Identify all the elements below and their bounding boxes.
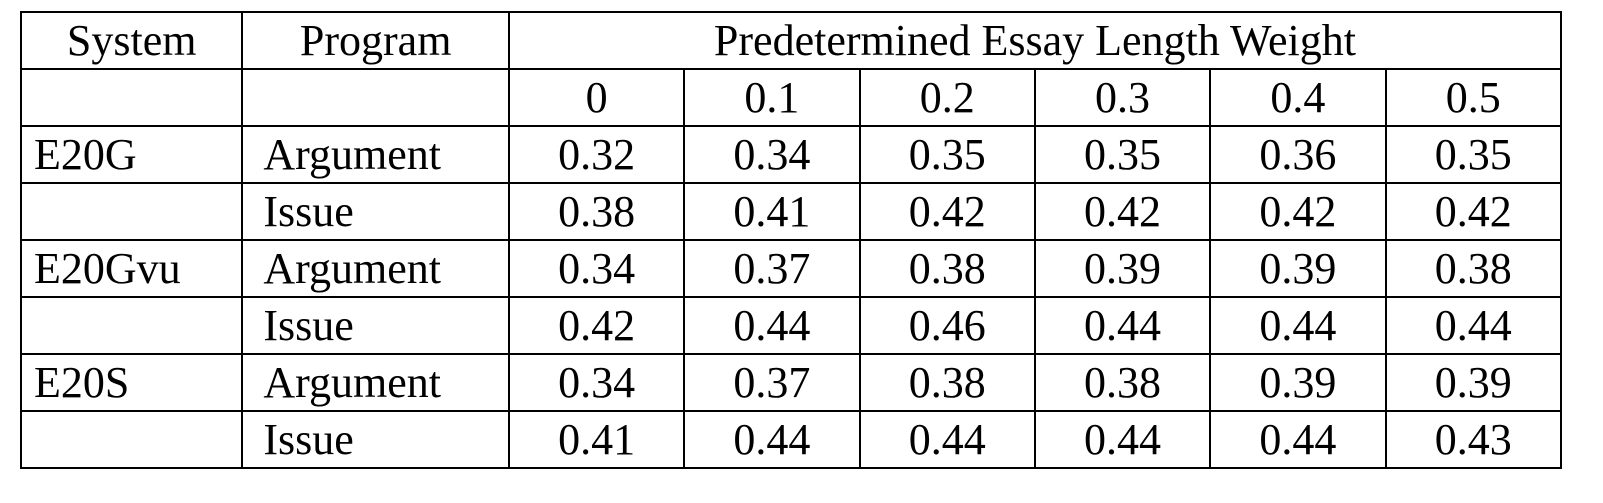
weight-label: 0.1 xyxy=(684,69,859,126)
program-cell: Argument xyxy=(242,126,509,183)
weight-label: 0.4 xyxy=(1210,69,1385,126)
value-cell: 0.35 xyxy=(860,126,1035,183)
value-cell: 0.35 xyxy=(1386,126,1561,183)
table-row: Issue0.380.410.420.420.420.42 xyxy=(21,183,1561,240)
table-row: E20SArgument0.340.370.380.380.390.39 xyxy=(21,354,1561,411)
table-body: E20GArgument0.320.340.350.350.360.35Issu… xyxy=(21,126,1561,468)
program-cell: Argument xyxy=(242,354,509,411)
header-row: System Program Predetermined Essay Lengt… xyxy=(21,12,1561,69)
header-system: System xyxy=(21,12,242,69)
header-program: Program xyxy=(242,12,509,69)
value-cell: 0.37 xyxy=(684,354,859,411)
value-cell: 0.35 xyxy=(1035,126,1210,183)
value-cell: 0.39 xyxy=(1035,240,1210,297)
weight-label: 0.3 xyxy=(1035,69,1210,126)
program-cell: Issue xyxy=(242,411,509,468)
value-cell: 0.39 xyxy=(1210,354,1385,411)
system-cell xyxy=(21,411,242,468)
value-cell: 0.42 xyxy=(1386,183,1561,240)
system-cell: E20Gvu xyxy=(21,240,242,297)
weight-label: 0.5 xyxy=(1386,69,1561,126)
system-cell: E20G xyxy=(21,126,242,183)
value-cell: 0.44 xyxy=(860,411,1035,468)
value-cell: 0.41 xyxy=(684,183,859,240)
program-cell: Issue xyxy=(242,183,509,240)
value-cell: 0.44 xyxy=(1035,297,1210,354)
program-cell: Issue xyxy=(242,297,509,354)
value-cell: 0.38 xyxy=(860,354,1035,411)
value-cell: 0.42 xyxy=(1210,183,1385,240)
value-cell: 0.34 xyxy=(509,354,684,411)
system-cell xyxy=(21,183,242,240)
value-cell: 0.44 xyxy=(1035,411,1210,468)
value-cell: 0.42 xyxy=(509,297,684,354)
value-cell: 0.43 xyxy=(1386,411,1561,468)
value-cell: 0.32 xyxy=(509,126,684,183)
value-cell: 0.46 xyxy=(860,297,1035,354)
value-cell: 0.44 xyxy=(684,411,859,468)
value-cell: 0.36 xyxy=(1210,126,1385,183)
header-program-blank xyxy=(242,69,509,126)
value-cell: 0.34 xyxy=(509,240,684,297)
essay-length-weight-table: System Program Predetermined Essay Lengt… xyxy=(20,11,1562,469)
value-cell: 0.42 xyxy=(1035,183,1210,240)
table-row: E20GvuArgument0.340.370.380.390.390.38 xyxy=(21,240,1561,297)
value-cell: 0.44 xyxy=(1386,297,1561,354)
header-weight-group: Predetermined Essay Length Weight xyxy=(509,12,1561,69)
value-cell: 0.42 xyxy=(860,183,1035,240)
system-cell: E20S xyxy=(21,354,242,411)
value-cell: 0.44 xyxy=(684,297,859,354)
value-cell: 0.38 xyxy=(1386,240,1561,297)
weight-label: 0 xyxy=(509,69,684,126)
value-cell: 0.39 xyxy=(1386,354,1561,411)
weight-label: 0.2 xyxy=(860,69,1035,126)
table-row: Issue0.420.440.460.440.440.44 xyxy=(21,297,1561,354)
value-cell: 0.34 xyxy=(684,126,859,183)
value-cell: 0.39 xyxy=(1210,240,1385,297)
value-cell: 0.38 xyxy=(509,183,684,240)
system-cell xyxy=(21,297,242,354)
weights-row: 0 0.1 0.2 0.3 0.4 0.5 xyxy=(21,69,1561,126)
value-cell: 0.41 xyxy=(509,411,684,468)
value-cell: 0.38 xyxy=(860,240,1035,297)
program-cell: Argument xyxy=(242,240,509,297)
value-cell: 0.38 xyxy=(1035,354,1210,411)
value-cell: 0.37 xyxy=(684,240,859,297)
header-system-blank xyxy=(21,69,242,126)
value-cell: 0.44 xyxy=(1210,297,1385,354)
table-row: E20GArgument0.320.340.350.350.360.35 xyxy=(21,126,1561,183)
value-cell: 0.44 xyxy=(1210,411,1385,468)
table-row: Issue0.410.440.440.440.440.43 xyxy=(21,411,1561,468)
